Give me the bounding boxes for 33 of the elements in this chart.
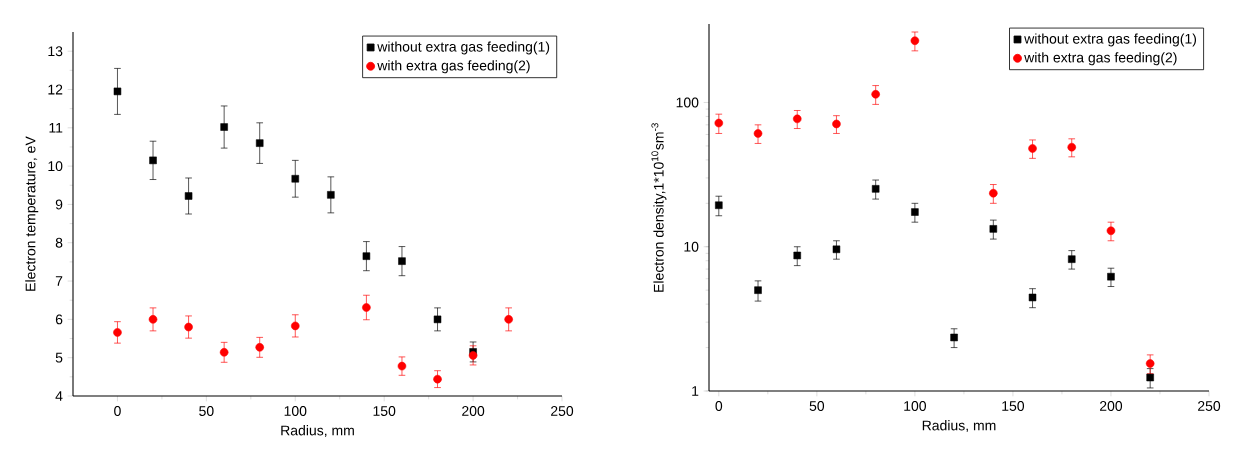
- x-tick-label: 50: [199, 406, 214, 416]
- x-tick-label: 100: [904, 401, 927, 411]
- y-tick-label: 8: [55, 237, 63, 248]
- x-tick-label: 0: [114, 406, 121, 416]
- y-tick-label: 11: [49, 123, 63, 133]
- y-tick-label: 9: [55, 199, 63, 210]
- x-tick-label: 0: [715, 401, 723, 411]
- y-tick-label: 4: [55, 391, 63, 401]
- x-tick-label: 200: [1100, 401, 1123, 411]
- x-tick-label: 200: [462, 406, 485, 416]
- y-axis-title: Electron temperature, eV: [25, 136, 39, 291]
- y-tick-label: 13: [48, 46, 63, 57]
- x-axis-title: Radius, mm: [922, 420, 996, 433]
- legend-label: without extra gas feeding(1): [1024, 33, 1197, 47]
- y-tick-label: 7: [55, 276, 63, 286]
- x-tick-label: 100: [284, 406, 307, 416]
- legend-label: without extra gas feeding(1): [377, 41, 550, 55]
- legend-label: with extra gas feeding(2): [377, 60, 530, 74]
- legend-label: with extra gas feeding(2): [1024, 52, 1177, 66]
- y-tick-label: 10: [48, 161, 63, 172]
- y-tick-label: 1: [692, 386, 699, 396]
- y-tick-label: 5: [55, 352, 63, 363]
- y-tick-label: 12: [48, 84, 63, 95]
- x-axis-title: Radius, mm: [281, 425, 354, 438]
- x-tick-label: 250: [551, 406, 574, 416]
- x-tick-label: 50: [809, 401, 825, 411]
- y-axis-title: Electron density,1*10$^{10}$sm$^{-3}$: [651, 123, 667, 292]
- y-tick-label: 6: [55, 314, 63, 325]
- x-tick-label: 250: [1198, 401, 1221, 411]
- y-tick-label: 100: [676, 97, 699, 108]
- y-tick-label: 10: [684, 241, 699, 252]
- x-tick-label: 150: [373, 406, 396, 416]
- x-tick-label: 150: [1002, 401, 1025, 411]
